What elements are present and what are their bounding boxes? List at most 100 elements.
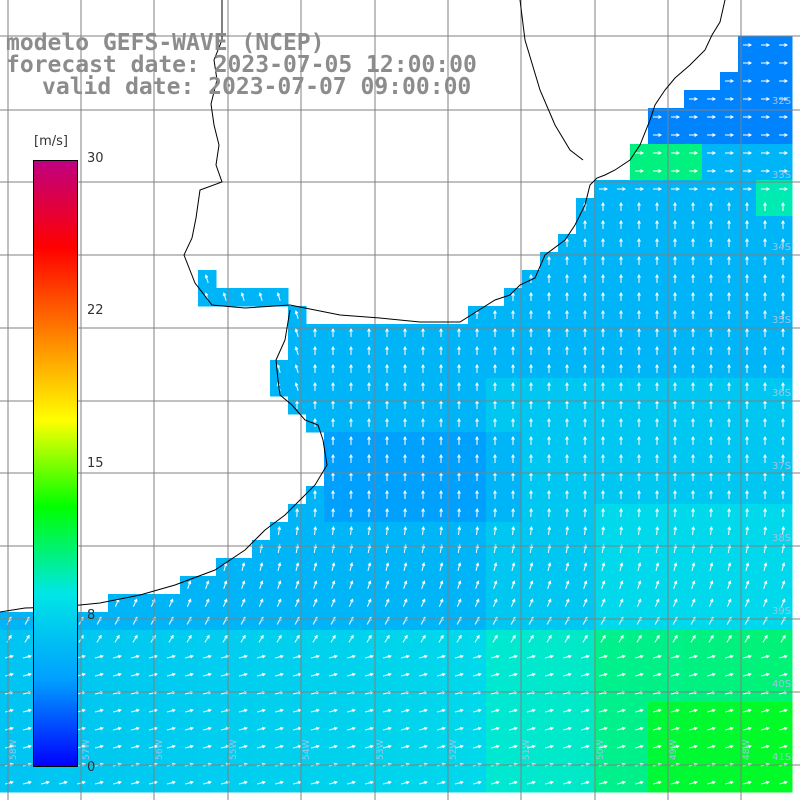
wind-arrow-head xyxy=(153,744,158,749)
wind-arrow-head xyxy=(549,708,554,713)
wind-arrow-head xyxy=(655,237,659,242)
wind-arrow-head xyxy=(675,744,680,749)
wind-arrow-head xyxy=(511,544,516,549)
wind-arrow xyxy=(725,745,733,749)
wind-arrow-head xyxy=(639,780,644,785)
wind-arrow xyxy=(457,563,461,571)
wind-arrow-head xyxy=(673,544,678,549)
wind-arrow xyxy=(654,635,660,643)
wind-arrow xyxy=(762,599,768,607)
wind-arrow-head xyxy=(567,654,572,659)
wind-arrow xyxy=(401,673,409,677)
wind-arrow-head xyxy=(421,580,426,585)
wind-arrow-head xyxy=(765,780,770,785)
wind-arrow-head xyxy=(673,219,677,224)
wind-arrow-head xyxy=(766,97,771,101)
wind-arrow-head xyxy=(9,708,14,713)
wind-arrow-head xyxy=(622,187,627,191)
wind-arrow-head xyxy=(637,309,641,314)
wind-arrow-head xyxy=(655,507,659,512)
wind-arrow-head xyxy=(369,780,374,785)
wind-arrow-head xyxy=(261,708,266,713)
wind-arrow-head xyxy=(133,598,138,603)
wind-arrow-head xyxy=(727,489,731,494)
wind-arrow xyxy=(458,526,460,536)
wind-arrow-head xyxy=(385,489,389,494)
wind-arrow-head xyxy=(637,327,641,332)
wind-arrow-head xyxy=(529,309,533,314)
wind-arrow-head xyxy=(313,598,318,603)
wind-arrow-head xyxy=(676,115,681,119)
wind-arrow-head xyxy=(403,381,407,386)
wind-arrow-head xyxy=(529,562,534,567)
wind-arrow-head xyxy=(565,562,570,567)
wind-arrow-head xyxy=(656,634,660,639)
wind-arrow xyxy=(438,635,444,643)
wind-arrow-head xyxy=(441,654,446,659)
wind-arrow xyxy=(564,599,570,607)
wind-arrow-head xyxy=(781,255,785,260)
wind-arrow-head xyxy=(694,169,699,173)
wind-arrow-head xyxy=(441,744,446,749)
wind-arrow xyxy=(690,635,696,643)
wind-arrow-head xyxy=(583,507,587,512)
wind-arrow-head xyxy=(475,580,480,585)
wind-arrow xyxy=(293,745,301,749)
wind-arrow-head xyxy=(565,237,569,242)
wind-arrow-head xyxy=(730,133,735,137)
wind-arrow xyxy=(258,599,264,607)
wind-arrow-head xyxy=(153,708,158,713)
lon-label: 52W xyxy=(449,740,459,760)
wind-arrow-head xyxy=(727,381,731,386)
wind-arrow-head xyxy=(295,525,300,531)
wind-arrow-head xyxy=(294,328,299,333)
wind-arrow-head xyxy=(709,291,713,296)
wind-arrow-head xyxy=(549,654,554,659)
wind-arrow-head xyxy=(763,363,767,368)
wind-arrow-head xyxy=(691,435,695,440)
wind-arrow-head xyxy=(529,363,533,368)
wind-arrow xyxy=(277,293,281,301)
wind-arrow-head xyxy=(81,654,86,659)
wind-arrow xyxy=(311,709,319,713)
wind-arrow xyxy=(203,727,211,731)
wind-arrow xyxy=(386,526,388,536)
wind-arrow-head xyxy=(784,97,789,101)
wind-arrow-head xyxy=(189,672,194,677)
wind-arrow xyxy=(617,709,625,713)
wind-arrow-head xyxy=(369,672,374,677)
wind-arrow xyxy=(529,581,533,589)
wind-arrow xyxy=(329,655,337,659)
wind-arrow-head xyxy=(405,780,410,785)
wind-arrow xyxy=(599,745,607,749)
wind-arrow-head xyxy=(261,744,266,749)
wind-arrow xyxy=(563,781,571,785)
wind-arrow-head xyxy=(709,598,714,603)
wind-arrow xyxy=(545,781,553,785)
wind-arrow-head xyxy=(691,291,695,296)
wind-arrow-head xyxy=(673,453,677,458)
wind-arrow-head xyxy=(748,61,753,65)
wind-arrow xyxy=(527,781,535,785)
wind-arrow xyxy=(653,709,661,713)
wind-arrow-head xyxy=(99,672,104,677)
wind-arrow xyxy=(350,526,352,536)
wind-arrow xyxy=(239,709,247,713)
wind-arrow-head xyxy=(565,255,569,260)
wind-arrow-head xyxy=(783,654,788,659)
wind-arrow-head xyxy=(601,489,605,494)
wind-arrow-head xyxy=(727,363,731,368)
wind-arrow-head xyxy=(655,489,659,494)
wind-arrow-head xyxy=(583,363,587,368)
wind-arrow-head xyxy=(331,453,335,458)
wind-arrow xyxy=(419,655,427,659)
wind-arrow-head xyxy=(746,634,750,639)
wind-arrow-head xyxy=(475,544,480,549)
wind-arrow-head xyxy=(673,255,677,260)
wind-arrow-head xyxy=(709,363,713,368)
wind-arrow-head xyxy=(675,780,680,785)
wind-arrow-head xyxy=(745,309,749,314)
wind-arrow xyxy=(295,563,299,571)
wind-arrow-head xyxy=(511,345,515,350)
wind-arrow-head xyxy=(314,634,318,639)
